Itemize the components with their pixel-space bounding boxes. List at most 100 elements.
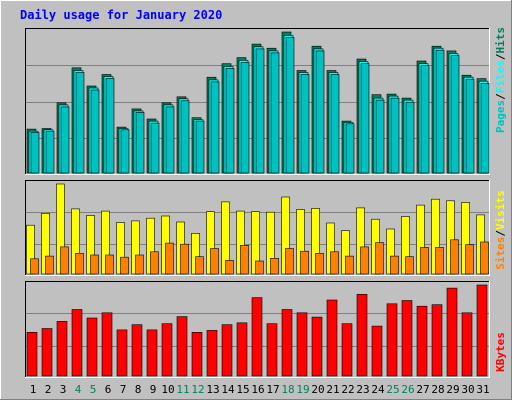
- bar-pages-day-3: [60, 106, 70, 174]
- bar-sites-day-14: [225, 260, 234, 275]
- bar-pages-day-4: [75, 72, 85, 174]
- bar-kbytes-day-23: [356, 293, 368, 377]
- day-label-27: 27: [416, 383, 429, 396]
- bar-pages-day-16: [255, 48, 265, 174]
- bar-pages-day-26: [405, 101, 415, 174]
- legend-sep-3: /: [494, 230, 507, 237]
- bar-kbytes-day-18: [281, 309, 293, 377]
- day-label-16: 16: [251, 383, 264, 396]
- bar-kbytes-day-25: [386, 303, 398, 377]
- day-label-31: 31: [476, 383, 489, 396]
- bar-pages-day-18: [285, 37, 295, 174]
- bar-sites-day-8: [135, 254, 144, 275]
- bar-sites-day-17: [270, 257, 279, 275]
- legend-files: Files: [494, 60, 507, 93]
- bar-kbytes-day-2: [41, 328, 53, 377]
- bar-pages-day-30: [465, 78, 475, 174]
- svg-text:KBytes: KBytes: [494, 332, 507, 372]
- day-label-25: 25: [386, 383, 399, 396]
- day-label-28: 28: [431, 383, 444, 396]
- bar-sites-day-1: [30, 258, 39, 275]
- bar-kbytes-day-29: [446, 287, 458, 377]
- bar-sites-day-31: [480, 241, 489, 275]
- day-label-6: 6: [105, 383, 112, 396]
- day-label-5: 5: [90, 383, 97, 396]
- legend-hits-files-pages: Pages/Files/Hits: [494, 27, 507, 133]
- bar-sites-day-7: [120, 256, 129, 275]
- chart-title: Daily usage for January 2020: [20, 8, 222, 22]
- bar-pages-day-27: [420, 65, 430, 174]
- bar-pages-day-9: [150, 122, 160, 174]
- bar-kbytes-day-24: [371, 325, 383, 377]
- bar-kbytes-day-9: [146, 329, 158, 377]
- bar-kbytes-day-21: [326, 299, 338, 377]
- bar-sites-day-30: [465, 244, 474, 275]
- bar-sites-day-12: [195, 256, 204, 275]
- bar-kbytes-day-1: [26, 331, 38, 377]
- legend-kbytes-group: KBytes: [494, 332, 507, 372]
- bar-kbytes-day-26: [401, 300, 413, 377]
- bar-pages-day-28: [435, 49, 445, 174]
- day-label-30: 30: [461, 383, 474, 396]
- day-label-4: 4: [75, 383, 82, 396]
- bar-sites-day-13: [210, 248, 219, 275]
- legend-kbytes: KBytes: [494, 332, 507, 372]
- legend-hits: Hits: [494, 27, 507, 54]
- legend-sep-1: /: [494, 93, 507, 100]
- bar-pages-day-25: [390, 97, 400, 174]
- day-label-13: 13: [206, 383, 219, 396]
- day-label-11: 11: [176, 383, 189, 396]
- bar-kbytes-day-30: [461, 312, 473, 377]
- bar-pages-day-22: [345, 123, 355, 174]
- bar-sites-day-19: [300, 250, 309, 275]
- svg-text:Sites/Visits: Sites/Visits: [494, 190, 507, 270]
- day-label-29: 29: [446, 383, 459, 396]
- bar-sites-day-2: [45, 255, 54, 275]
- bar-pages-day-29: [450, 55, 460, 174]
- bar-kbytes-day-31: [476, 284, 488, 377]
- day-label-22: 22: [341, 383, 354, 396]
- bar-kbytes-day-28: [431, 304, 443, 377]
- legend-sites-visits: Sites/Visits: [494, 190, 507, 270]
- legend-sep-2: /: [494, 53, 507, 60]
- legend-pages: Pages: [494, 100, 507, 133]
- legend-visits: Visits: [494, 190, 507, 230]
- bar-sites-day-4: [75, 253, 84, 275]
- day-label-19: 19: [296, 383, 309, 396]
- legend-sites: Sites: [494, 237, 507, 270]
- bar-sites-day-29: [450, 239, 459, 275]
- bar-sites-day-26: [405, 256, 414, 275]
- bar-pages-day-6: [105, 78, 115, 174]
- bar-kbytes-day-4: [71, 309, 83, 377]
- bar-sites-day-15: [240, 245, 249, 275]
- bar-sites-day-18: [285, 248, 294, 275]
- bar-kbytes-day-7: [116, 329, 128, 377]
- day-label-23: 23: [356, 383, 369, 396]
- bar-kbytes-day-27: [416, 305, 428, 377]
- bar-kbytes-day-11: [176, 316, 188, 377]
- bar-sites-day-22: [345, 255, 354, 275]
- bar-kbytes-day-8: [131, 324, 143, 377]
- bar-pages-day-12: [195, 120, 205, 174]
- bar-sites-day-28: [435, 247, 444, 275]
- bar-sites-day-23: [360, 246, 369, 275]
- bar-pages-day-23: [360, 63, 370, 174]
- bar-sites-day-20: [315, 253, 324, 275]
- bar-pages-day-19: [300, 74, 310, 174]
- bar-pages-day-2: [45, 130, 55, 174]
- bar-kbytes-day-5: [86, 317, 98, 377]
- svg-text:Pages/Files/Hits: Pages/Files/Hits: [494, 27, 507, 133]
- bar-pages-day-20: [315, 50, 325, 174]
- bar-pages-day-14: [225, 68, 235, 174]
- day-label-10: 10: [161, 383, 174, 396]
- bar-pages-day-5: [90, 89, 100, 174]
- bar-kbytes-day-17: [266, 323, 278, 377]
- bar-sites-day-10: [165, 242, 174, 275]
- bar-kbytes-day-19: [296, 312, 308, 377]
- bar-kbytes-day-12: [191, 331, 203, 377]
- bar-sites-day-5: [90, 254, 99, 275]
- bar-pages-day-17: [270, 52, 280, 174]
- day-label-20: 20: [311, 383, 324, 396]
